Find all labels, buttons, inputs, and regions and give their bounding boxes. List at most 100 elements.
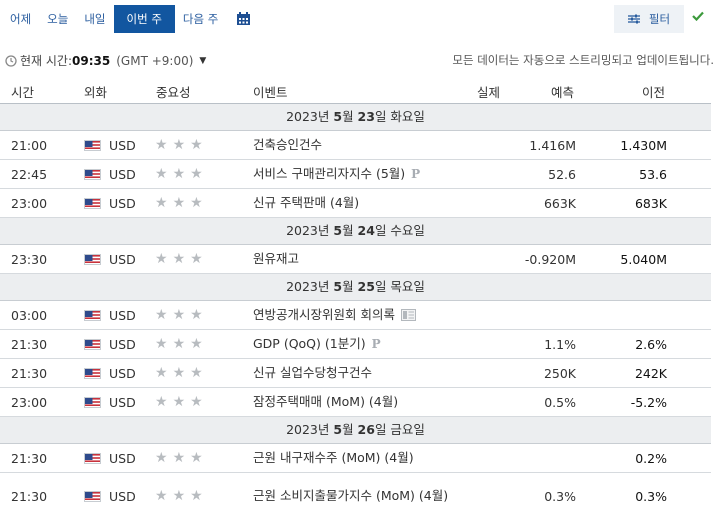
event-name[interactable]: 근원 소비지출물가지수 (MoM) (4월) (253, 473, 468, 517)
us-flag-icon (84, 490, 101, 502)
event-row[interactable]: 23:00 USD ★ ★ ★ 잠정주택매매 (MoM) (4월) 0.5% -5.2% (0, 388, 711, 417)
star-icon: ★ (190, 307, 203, 323)
date-day: 25 (357, 279, 375, 294)
filter-button[interactable]: 필터 (614, 5, 684, 33)
chevron-down-icon[interactable]: ▼ (199, 55, 207, 66)
tab-yesterday[interactable]: 어제 (10, 12, 32, 26)
event-name[interactable]: 연방공개시장위원회 회의록 (253, 301, 468, 329)
importance-rating: ★ ★ ★ (155, 444, 203, 472)
date-year-suffix: 년 (317, 279, 334, 294)
event-forecast: 250K (543, 365, 576, 381)
date-day-suffix: 일 목요일 (374, 279, 425, 294)
event-time: 21:30 (11, 365, 48, 381)
star-icon: ★ (172, 450, 186, 466)
event-name[interactable]: 건축승인건수 (253, 131, 468, 159)
event-title: 서비스 구매관리자지수 (5월) (253, 166, 406, 181)
event-previous: 0.2% (635, 450, 667, 466)
event-row[interactable]: 21:30 USD ★ ★ ★ 근원 내구재수주 (MoM) (4월) 0.2% (0, 444, 711, 473)
calendar-icon (237, 12, 251, 25)
event-name[interactable]: 신규 주택판매 (4월) (253, 189, 468, 217)
us-flag-icon (84, 309, 101, 321)
calendar-button[interactable] (226, 5, 261, 33)
event-name[interactable]: 잠정주택매매 (MoM) (4월) (253, 388, 468, 416)
event-title: 근원 내구재수주 (MoM) (4월) (253, 450, 414, 465)
event-row[interactable]: 21:30 USD ★ ★ ★ GDP (QoQ) (1분기) P 1.1% 2.6% (0, 330, 711, 359)
event-name[interactable]: 원유재고 (253, 245, 468, 273)
event-row[interactable]: 21:30 USD ★ ★ ★ 근원 소비지출물가지수 (MoM) (4월) 0.3% 0.3… (0, 473, 711, 517)
us-flag-icon (84, 197, 101, 209)
us-flag-icon (84, 168, 101, 180)
importance-rating: ★ ★ ★ (155, 245, 203, 273)
event-previous: 53.6 (639, 166, 667, 182)
event-time: 23:00 (11, 195, 48, 211)
star-icon: ★ (190, 251, 203, 267)
event-title: 건축승인건수 (253, 137, 323, 152)
star-icon: ★ (155, 365, 168, 381)
event-name[interactable]: 서비스 구매관리자지수 (5월) P (253, 160, 468, 188)
event-row[interactable]: 23:00 USD ★ ★ ★ 신규 주택판매 (4월) 663K 683K (0, 189, 711, 218)
star-icon: ★ (155, 336, 168, 352)
us-flag-icon (84, 253, 101, 265)
star-icon: ★ (172, 166, 186, 182)
us-flag-icon (84, 452, 101, 464)
star-icon: ★ (155, 251, 168, 267)
currency-code: USD (109, 394, 136, 410)
date-header-row: 2023년 5월 25일 목요일 (0, 274, 711, 301)
event-time: 03:00 (11, 307, 48, 323)
date-day: 26 (357, 422, 375, 437)
date-day-suffix: 일 화요일 (374, 109, 425, 124)
importance-rating: ★ ★ ★ (155, 131, 203, 159)
event-currency: USD (84, 473, 136, 517)
event-forecast: 52.6 (548, 166, 576, 182)
tab-next-week[interactable]: 다음 주 (182, 12, 219, 26)
event-time: 21:30 (11, 488, 48, 504)
event-forecast: 0.3% (544, 488, 576, 504)
event-previous: 2.6% (635, 336, 667, 352)
event-forecast (476, 444, 576, 472)
date-header-row: 2023년 5월 24일 수요일 (0, 218, 711, 245)
preliminary-badge: P (371, 337, 381, 351)
date-month: 5 (333, 109, 343, 124)
event-name[interactable]: 근원 내구재수주 (MoM) (4월) (253, 444, 468, 472)
event-currency: USD (84, 330, 136, 358)
event-time: 23:30 (11, 251, 48, 267)
document-icon[interactable] (400, 309, 416, 321)
event-row[interactable]: 21:30 USD ★ ★ ★ 신규 실업수당청구건수 250K 242K (0, 359, 711, 388)
event-currency: USD (84, 131, 136, 159)
event-title: GDP (QoQ) (1분기) (253, 336, 366, 351)
event-row[interactable]: 21:00 USD ★ ★ ★ 건축승인건수 1.416M 1.430M (0, 131, 711, 160)
star-icon: ★ (172, 336, 186, 352)
current-time-bar[interactable]: 현재 시간: 09:35 (GMT +9:00) ▼ (5, 52, 206, 69)
star-icon: ★ (172, 488, 186, 504)
currency-code: USD (109, 307, 136, 323)
date-year-suffix: 년 (317, 422, 334, 437)
clock-icon (5, 54, 17, 67)
check-icon[interactable] (692, 10, 704, 24)
event-title: 연방공개시장위원회 회의록 (253, 307, 395, 322)
date-month: 5 (333, 422, 343, 437)
importance-rating: ★ ★ ★ (155, 330, 203, 358)
tab-today[interactable]: 오늘 (47, 12, 69, 26)
star-icon: ★ (155, 195, 168, 211)
event-name[interactable]: GDP (QoQ) (1분기) P (253, 330, 468, 358)
event-name[interactable]: 신규 실업수당청구건수 (253, 359, 468, 387)
event-currency: USD (84, 388, 136, 416)
date-month-suffix: 월 (342, 223, 358, 238)
date-year: 2023 (286, 109, 318, 124)
currency-code: USD (109, 450, 136, 466)
column-forecast: 예측 (551, 85, 575, 100)
us-flag-icon (84, 367, 101, 379)
star-icon: ★ (172, 195, 186, 211)
event-previous: -5.2% (630, 394, 667, 410)
star-icon: ★ (172, 137, 186, 153)
event-time: 21:00 (11, 137, 48, 153)
event-row[interactable]: 22:45 USD ★ ★ ★ 서비스 구매관리자지수 (5월) P 52.6 53.6 (0, 160, 711, 189)
tab-this-week[interactable]: 이번 주 (113, 5, 175, 33)
event-row[interactable]: 23:30 USD ★ ★ ★ 원유재고 -0.920M 5.040M (0, 245, 711, 274)
importance-rating: ★ ★ ★ (155, 160, 203, 188)
period-tabs: 어제 오늘 내일 이번 주 다음 주 (2, 5, 261, 33)
event-previous: 242K (634, 365, 667, 381)
tab-tomorrow[interactable]: 내일 (84, 12, 106, 26)
event-forecast (476, 301, 576, 329)
event-row[interactable]: 03:00 USD ★ ★ ★ 연방공개시장위원회 회의록 (0, 301, 711, 330)
